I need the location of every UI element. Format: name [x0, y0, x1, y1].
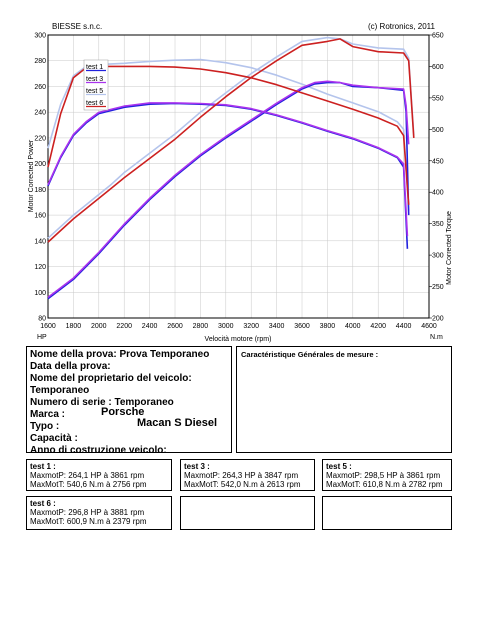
- result-title: test 3 :: [184, 462, 210, 471]
- legend-entry: test 1: [86, 64, 103, 71]
- info-owner-label: Nome del proprietario del veicolo:: [30, 373, 192, 384]
- y-right-tick-label: 250: [432, 284, 444, 291]
- dyno-chart: 1600 1800 2000 2200 2400 2600 2800 3000 3200 3400…: [28, 33, 453, 344]
- y-left-tick-label: 260: [34, 84, 46, 91]
- result-torque: MaxMotT: 540,6 N.m à 2756 rpm: [30, 480, 147, 489]
- y-right-tick-label: 300: [432, 253, 444, 260]
- y-left-tick-label: 300: [34, 33, 46, 40]
- x-tick-label: 4000: [345, 323, 361, 330]
- result-power: MaxmotP: 296,8 HP à 3881 rpm: [30, 508, 145, 517]
- result-title: test 6 :: [30, 499, 56, 508]
- y-right-tick-label: 650: [432, 33, 444, 40]
- chart-legend: test 1 test 3 test 5 test 6: [83, 59, 109, 111]
- legend-entry: test 5: [86, 88, 103, 95]
- result-torque: MaxMotT: 600,9 N.m à 2379 rpm: [30, 517, 147, 526]
- chart-ticks: 1600 1800 2000 2200 2400 2600 2800 3000 3200 3400…: [34, 33, 443, 331]
- y-left-tick-label: 100: [34, 290, 46, 297]
- x-tick-label: 3200: [243, 323, 259, 330]
- result-power: MaxmotP: 298,5 HP à 3861 rpm: [326, 471, 441, 480]
- x-tick-label: 4200: [370, 323, 386, 330]
- y-right-tick-label: 450: [432, 158, 444, 165]
- info-year: Anno di costruzione veicolo:: [30, 445, 167, 456]
- result-test-3: test 3 : MaxmotP: 264,3 HP à 3847 rpm Ma…: [180, 459, 315, 491]
- result-test-1: test 1 : MaxmotP: 264,1 HP à 3861 rpm Ma…: [26, 459, 172, 491]
- result-test-5: test 5 : MaxmotP: 298,5 HP à 3861 rpm Ma…: [322, 459, 452, 491]
- result-empty-1: [180, 496, 315, 530]
- x-tick-label: 3400: [269, 323, 285, 330]
- plot-frame: [47, 34, 430, 319]
- x-tick-label: 4600: [421, 323, 437, 330]
- y-right-tick-label: 400: [432, 190, 444, 197]
- y-left-tick-label: 240: [34, 110, 46, 117]
- info-typo-label: Typo :: [30, 421, 60, 432]
- legend-box: [83, 59, 109, 111]
- result-title: test 1 :: [30, 462, 56, 471]
- y-left-tick-label: 200: [34, 161, 46, 168]
- y-right-tick-label: 500: [432, 127, 444, 134]
- x-tick-label: 2600: [167, 323, 183, 330]
- x-axis-label: Velocità motore (rpm): [205, 336, 272, 343]
- y-left-tick-label: 120: [34, 264, 46, 271]
- y-left-tick-label: 220: [34, 135, 46, 142]
- result-torque: MaxMotT: 542,0 N.m à 2613 rpm: [184, 480, 301, 489]
- info-marca-label: Marca :: [30, 409, 66, 420]
- y-left-tick-label: 140: [34, 238, 46, 245]
- unit-right-label: N.m: [430, 334, 443, 341]
- x-tick-label: 2200: [116, 323, 132, 330]
- result-title: test 5 :: [326, 462, 352, 471]
- legend-entry: test 3: [86, 76, 103, 83]
- y-left-tick-label: 280: [34, 58, 46, 65]
- y-left-tick-label: 180: [34, 187, 46, 194]
- info-owner-value: Temporaneo: [30, 385, 90, 396]
- y-right-tick-label: 600: [432, 64, 444, 71]
- x-tick-label: 1800: [66, 323, 82, 330]
- x-tick-label: 3800: [320, 323, 336, 330]
- info-marca-value: Porsche: [101, 406, 145, 418]
- y-right-tick-label: 550: [432, 95, 444, 102]
- header-copyright: (c) Rotronics, 2011: [368, 22, 435, 31]
- measure-info-box: Caractéristique Générales de mesure :: [236, 346, 452, 453]
- x-tick-label: 3000: [218, 323, 234, 330]
- x-tick-label: 4400: [396, 323, 412, 330]
- y-axis-right-label: Motor Corrected Torque: [446, 211, 453, 285]
- info-test-name: Nome della prova: Prova Temporaneo: [30, 349, 210, 360]
- x-tick-label: 3600: [294, 323, 310, 330]
- header-company: BIESSE s.n.c.: [52, 22, 103, 31]
- info-test-date: Data della prova:: [30, 361, 111, 372]
- info-capacity: Capacità :: [30, 433, 78, 444]
- x-tick-label: 2000: [91, 323, 107, 330]
- x-tick-label: 2400: [142, 323, 158, 330]
- x-tick-label: 1600: [40, 323, 56, 330]
- info-typo-value: Macan S Diesel: [137, 417, 218, 429]
- measure-info-title: Caractéristique Générales de mesure :: [241, 350, 379, 359]
- x-tick-label: 2800: [193, 323, 209, 330]
- result-power: MaxmotP: 264,3 HP à 3847 rpm: [184, 471, 299, 480]
- y-left-tick-label: 160: [34, 213, 46, 220]
- result-empty-2: [322, 496, 452, 530]
- vehicle-info-box: Nome della prova: Prova Temporaneo Data …: [26, 346, 232, 456]
- y-left-tick-label: 80: [38, 316, 46, 323]
- y-right-tick-label: 200: [432, 316, 444, 323]
- result-torque: MaxMotT: 610,8 N.m à 2782 rpm: [326, 480, 443, 489]
- info-serial: Numero di serie : Temporaneo: [30, 397, 174, 408]
- legend-entry: test 6: [86, 100, 103, 107]
- y-right-tick-label: 350: [432, 221, 444, 228]
- result-power: MaxmotP: 264,1 HP à 3861 rpm: [30, 471, 145, 480]
- y-axis-left-label: Motor Corrected Power: [28, 139, 35, 212]
- series-line-test-3-left: [47, 80, 410, 299]
- series-line-test-5-left: [47, 36, 415, 239]
- series-line-test-3-right: [47, 102, 409, 237]
- series-line-test-1-right: [47, 102, 409, 249]
- series-line-test-1-left: [47, 81, 410, 300]
- unit-left-label: HP: [37, 334, 47, 341]
- result-test-6: test 6 : MaxmotP: 296,8 HP à 3881 rpm Ma…: [26, 496, 172, 530]
